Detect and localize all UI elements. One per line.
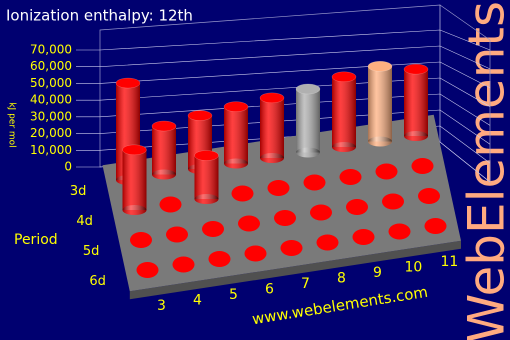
grid-line [99,45,491,70]
bar-shade-base [404,131,428,141]
x-tick-label: 11 [440,254,458,270]
floor-dot [136,262,159,278]
bar-top [295,83,321,95]
bar-top [151,120,177,132]
bar-shade-base [368,136,392,147]
bar [194,150,219,204]
bar-shade [260,97,284,158]
bar-shade [194,155,219,199]
chart-title: Ionization enthalpy: 12th [6,7,193,25]
bar [223,101,249,169]
bar-top [223,101,249,112]
bar [295,83,321,158]
y-tick-label: 50,000 [30,76,72,90]
bar-top [259,92,285,104]
x-tick-label: 5 [229,287,238,303]
x-tick-label: 4 [193,293,202,309]
x-tick-label: 7 [301,276,310,292]
grid-line [99,61,491,88]
bar-shade-base [332,142,356,152]
bar-shade-base [122,205,147,215]
bar-shade [368,66,392,142]
floor-dot [166,226,188,243]
floor-dot [424,218,447,234]
floor-dot [388,223,411,240]
x-tick-label: 9 [373,265,382,281]
floor-dot [202,221,224,237]
row-label: 6d [89,274,106,289]
bar-top [115,77,141,89]
row-label: 4d [76,214,93,229]
bar-shade [152,126,176,175]
bar [367,61,393,147]
bar [259,92,285,163]
floor-dot [418,188,440,204]
y-tick-label: 30,000 [30,109,72,123]
row-label: 5d [83,244,100,259]
floor-dot [172,256,195,273]
bar [122,144,147,215]
x-tick-label: 10 [404,260,422,276]
y-tick-label: 40,000 [30,93,72,107]
x-tick-label: 6 [265,282,274,298]
brand: WebElements [458,1,510,340]
floor-dot [411,158,434,174]
x-tick-label: 3 [157,298,166,314]
floor-dot [310,204,332,221]
bar-shade [122,149,147,210]
y-tick-label: 10,000 [30,143,72,157]
bar-shade [404,69,428,136]
watermark: www.webelements.com [251,283,429,329]
bar-top [122,144,147,156]
bar-top [367,61,393,72]
floor-dot [352,229,375,245]
row-axis-title: Period [14,232,58,248]
floor-side [129,240,462,300]
floor-dot [244,245,267,262]
y-axis-title: kJ per mol [7,102,17,147]
bar-shade [296,88,320,153]
grid-line [99,77,491,107]
floor-dot [375,163,398,180]
floor-dot [130,232,152,248]
grid-line [99,109,491,145]
row-label: 3d [70,184,87,199]
bar-shade [332,76,356,147]
bar-shade-base [260,153,284,163]
y-tick-label: 0 [64,160,72,174]
bar-top [194,150,219,161]
grid-line [99,93,491,126]
y-tick-label: 60,000 [30,59,72,73]
grid-line [99,29,491,51]
bar-shade-base [224,158,248,169]
bar-shade-base [194,194,219,204]
floor-dot [231,185,254,202]
bar-top [331,71,357,83]
y-tick-label: 70,000 [30,43,72,57]
floor-dot [159,196,182,213]
bar-top [403,63,429,75]
grid-line [99,125,491,164]
bar-shade-base [152,169,176,180]
floor-dot [274,210,296,226]
floor-dot [303,174,326,191]
floor-dot [280,240,303,256]
bar [403,63,429,141]
y-tick-label: 20,000 [30,126,72,140]
bar [151,120,177,180]
bar [331,71,357,152]
x-tick-label: 8 [337,271,346,287]
floor-dot [238,215,260,232]
bar-shade [224,106,248,164]
floor-dot [346,199,368,215]
floor-dot [208,251,231,267]
floor-dot [382,193,404,210]
floor-dot [339,169,362,185]
floor-dot [316,234,339,251]
floor-dot [267,180,290,196]
bar-shade-base [296,147,320,158]
bar-top [187,110,213,121]
